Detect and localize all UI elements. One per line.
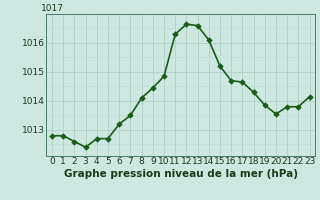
X-axis label: Graphe pression niveau de la mer (hPa): Graphe pression niveau de la mer (hPa): [64, 169, 298, 179]
Text: 1017: 1017: [41, 4, 64, 13]
